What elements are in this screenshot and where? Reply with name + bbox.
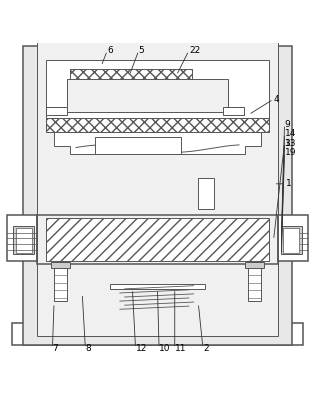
Bar (23, 46, 292, 345)
Text: 9: 9 (284, 120, 290, 129)
Bar (278, 215, 308, 261)
Bar (16, 228, 32, 253)
Bar (46, 60, 269, 121)
Text: 11: 11 (175, 344, 186, 353)
Text: 3: 3 (284, 138, 290, 148)
Bar (46, 218, 269, 261)
Text: 10: 10 (159, 344, 170, 353)
Bar (283, 228, 299, 253)
Bar (7, 215, 37, 261)
Text: 19: 19 (284, 148, 296, 157)
Text: 14: 14 (284, 129, 296, 138)
Text: 22: 22 (189, 46, 200, 55)
Bar (12, 323, 303, 345)
Bar (223, 107, 244, 115)
Text: 1: 1 (286, 179, 292, 188)
Bar (13, 226, 34, 255)
Bar (111, 284, 204, 289)
Bar (70, 69, 192, 82)
Bar (281, 226, 302, 255)
Text: 2: 2 (203, 344, 209, 353)
Text: 4: 4 (273, 95, 279, 104)
Bar (95, 137, 181, 154)
Bar (46, 107, 66, 115)
Bar (54, 262, 66, 301)
Polygon shape (54, 132, 261, 154)
Bar (37, 36, 278, 336)
Text: 6: 6 (107, 46, 113, 55)
Text: 13: 13 (284, 138, 296, 148)
Bar (51, 262, 70, 269)
Bar (37, 215, 278, 264)
Bar (245, 262, 264, 269)
Text: 7: 7 (52, 344, 58, 353)
Bar (198, 178, 214, 209)
Text: 8: 8 (85, 344, 91, 353)
Bar (66, 79, 228, 112)
Bar (249, 262, 261, 301)
Text: 5: 5 (139, 46, 145, 55)
Bar (46, 118, 269, 132)
Text: 12: 12 (135, 344, 147, 353)
